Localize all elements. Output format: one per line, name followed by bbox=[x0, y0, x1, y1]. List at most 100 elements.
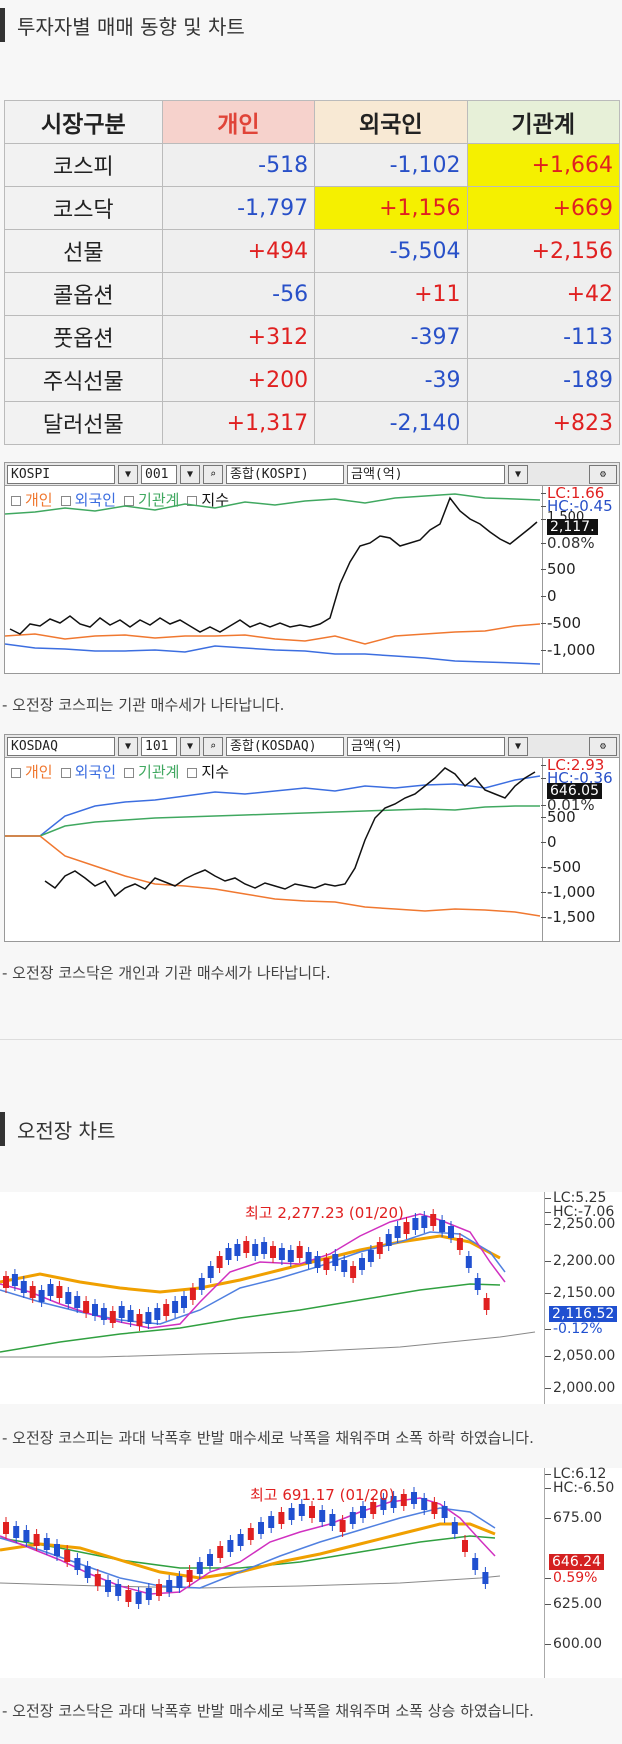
candle bbox=[136, 1314, 143, 1326]
tick-label: 500 bbox=[541, 560, 576, 578]
code-select[interactable]: 101 bbox=[141, 736, 177, 756]
candle bbox=[403, 1222, 410, 1234]
candle bbox=[43, 1538, 50, 1550]
candle bbox=[482, 1572, 489, 1584]
unit-select[interactable]: 금액(억) bbox=[347, 464, 505, 484]
header-institution: 기관계 bbox=[466, 100, 621, 144]
hc-label: HC:-0.45 bbox=[541, 497, 613, 515]
line-index bbox=[9, 496, 538, 635]
foreign-cell: -397 bbox=[314, 315, 468, 359]
gear-icon[interactable]: ⚙ bbox=[589, 464, 617, 484]
tick-label: -1,000 bbox=[540, 883, 596, 901]
kospi-candle-caption: - 오전장 코스피는 과대 낙폭후 반발 매수세로 낙폭을 채워주며 소폭 하락… bbox=[2, 1429, 534, 1447]
candle bbox=[237, 1534, 244, 1546]
candle bbox=[135, 1592, 142, 1604]
candle bbox=[380, 1498, 387, 1510]
individual-cell: +312 bbox=[161, 315, 316, 359]
symbol-select[interactable]: KOSDAQ bbox=[7, 736, 115, 756]
kosdaq-flow-chart: KOSDAQ ▼ 101 ▼ ⌕ 종합(KOSDAQ) 금액(억) ▼ ⚙ 개인… bbox=[4, 734, 620, 942]
candle bbox=[196, 1562, 203, 1574]
candle bbox=[74, 1558, 81, 1570]
candle bbox=[234, 1244, 241, 1256]
table-row: 코스피 -518 -1,102 +1,664 bbox=[4, 143, 621, 187]
kospi-toolbar: KOSPI ▼ 001 ▼ ⌕ 종합(KOSPI) 금액(억) ▼ ⚙ bbox=[5, 463, 619, 486]
type-select[interactable]: 종합(KOSPI) bbox=[226, 464, 344, 484]
symbol-select[interactable]: KOSPI bbox=[7, 464, 115, 484]
kospi-candle-chart: 최고 2,277.23 (01/20) LC:5.25 HC:-7.06 2,2… bbox=[0, 1190, 622, 1404]
candle bbox=[163, 1304, 170, 1316]
candle bbox=[156, 1584, 162, 1596]
candle bbox=[421, 1498, 428, 1510]
candle bbox=[268, 1516, 275, 1528]
candle bbox=[370, 1502, 377, 1514]
unit-select[interactable]: 금액(억) bbox=[347, 736, 505, 756]
line-individual bbox=[5, 623, 541, 645]
divider bbox=[0, 1039, 622, 1040]
candle bbox=[350, 1266, 357, 1278]
section-title-morning-chart: 오전장 차트 bbox=[0, 1112, 115, 1146]
header-foreign: 외국인 bbox=[314, 100, 468, 144]
individual-cell: +1,317 bbox=[161, 401, 316, 445]
investor-table: 시장구분 개인 외국인 기관계 코스피 -518 -1,102 +1,664 코스닥 -1… bbox=[4, 100, 621, 445]
tick-label: -1,500 bbox=[540, 908, 596, 926]
tick-label: 625.00 bbox=[545, 1596, 602, 1612]
candle bbox=[189, 1288, 196, 1300]
candle bbox=[474, 1278, 481, 1290]
market-cell: 콜옵션 bbox=[4, 272, 163, 316]
kosdaq-toolbar: KOSDAQ ▼ 101 ▼ ⌕ 종합(KOSDAQ) 금액(억) ▼ ⚙ bbox=[5, 735, 619, 758]
candle bbox=[287, 1250, 294, 1262]
candle bbox=[29, 1286, 36, 1298]
chevron-down-icon[interactable]: ▼ bbox=[180, 464, 200, 484]
change-pct: 0.08% bbox=[541, 534, 595, 552]
search-icon[interactable]: ⌕ bbox=[203, 736, 223, 756]
institution-cell: +1,664 bbox=[466, 143, 621, 187]
tick-label: 675.00 bbox=[545, 1510, 602, 1526]
chevron-down-icon[interactable]: ▼ bbox=[180, 736, 200, 756]
ma-line-long bbox=[0, 1331, 536, 1358]
foreign-cell: -39 bbox=[314, 358, 468, 402]
line-individual bbox=[5, 835, 541, 917]
current-value-badge: 646.05 bbox=[547, 783, 602, 799]
hc-label: HC:-0.36 bbox=[541, 769, 613, 787]
market-cell: 코스피 bbox=[4, 143, 163, 187]
line-foreign bbox=[5, 643, 541, 665]
kosdaq-flow-caption: - 오전장 코스닥은 개인과 기관 매수세가 나타납니다. bbox=[2, 964, 331, 982]
kosdaq-candles bbox=[0, 1487, 501, 1609]
tick-label: 0 bbox=[541, 587, 557, 605]
chevron-down-icon[interactable]: ▼ bbox=[508, 464, 528, 484]
line-institution bbox=[5, 805, 540, 837]
chevron-down-icon[interactable]: ▼ bbox=[508, 736, 528, 756]
candle bbox=[390, 1496, 397, 1508]
candle bbox=[296, 1246, 303, 1258]
type-select[interactable]: 종합(KOSDAQ) bbox=[226, 736, 344, 756]
candle bbox=[64, 1550, 71, 1562]
chevron-down-icon[interactable]: ▼ bbox=[118, 464, 138, 484]
code-select[interactable]: 001 bbox=[141, 464, 177, 484]
table-row: 코스닥 -1,797 +1,156 +669 bbox=[4, 186, 621, 230]
candle bbox=[207, 1554, 213, 1566]
tick-label: 500 bbox=[541, 808, 576, 826]
line-foreign bbox=[5, 775, 541, 837]
ma-line-orange bbox=[0, 1234, 501, 1294]
gear-icon[interactable]: ⚙ bbox=[589, 736, 617, 756]
candle bbox=[305, 1252, 312, 1264]
candle bbox=[33, 1534, 40, 1546]
tick-label: 0 bbox=[541, 833, 557, 851]
candle bbox=[100, 1308, 107, 1320]
candle bbox=[360, 1506, 366, 1518]
candle bbox=[288, 1508, 295, 1520]
table-row: 선물 +494 -5,504 +2,156 bbox=[4, 229, 621, 273]
change-pct: 0.59% bbox=[544, 1570, 598, 1586]
tick-label: 2,050.00 bbox=[544, 1348, 616, 1364]
table-row: 콜옵션 -56 +11 +42 bbox=[4, 272, 621, 316]
institution-cell: -189 bbox=[466, 358, 621, 402]
chevron-down-icon[interactable]: ▼ bbox=[118, 736, 138, 756]
lc-label: LC:5.25 bbox=[544, 1190, 607, 1206]
table-row: 주식선물 +200 -39 -189 bbox=[4, 358, 621, 402]
search-icon[interactable]: ⌕ bbox=[203, 464, 223, 484]
candle bbox=[54, 1544, 60, 1556]
candle bbox=[38, 1290, 45, 1302]
candle bbox=[261, 1242, 268, 1254]
candle bbox=[412, 1218, 419, 1230]
kospi-flow-chart: KOSPI ▼ 001 ▼ ⌕ 종합(KOSPI) 금액(억) ▼ ⚙ 개인 외… bbox=[4, 462, 620, 674]
